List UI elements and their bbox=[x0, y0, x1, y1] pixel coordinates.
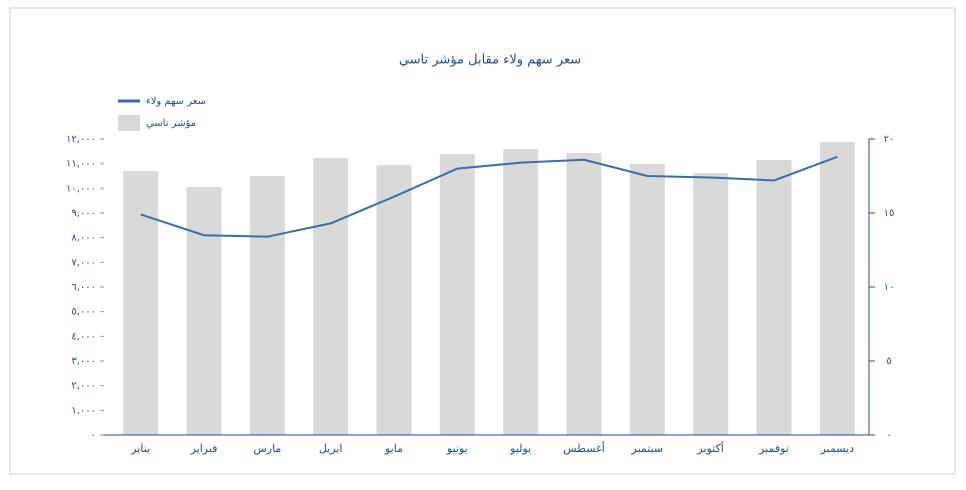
y-tick-label: ٨,٠٠٠ bbox=[71, 233, 96, 244]
x-tick-label: يناير bbox=[130, 442, 150, 455]
y2-tick-label: ١٠ bbox=[884, 282, 895, 293]
x-tick-label: نوفمبر bbox=[758, 442, 789, 455]
x-tick-label: مارس bbox=[253, 442, 281, 455]
legend-label: مؤشر تاسي bbox=[146, 118, 196, 129]
x-tick-label: فبراير bbox=[190, 442, 218, 455]
bar bbox=[819, 141, 855, 435]
bar bbox=[693, 173, 729, 436]
bar bbox=[186, 187, 222, 435]
x-tick-label: ابريل bbox=[319, 442, 343, 455]
y-tick-label: ٢,٠٠٠ bbox=[71, 381, 96, 392]
chart-title: سعر سهم ولاء مقابل مؤشر تاسي bbox=[399, 53, 581, 68]
bar bbox=[503, 149, 539, 435]
bar bbox=[249, 176, 285, 435]
legend-swatch bbox=[118, 115, 140, 131]
y2-tick-label: ١٥ bbox=[884, 208, 895, 219]
y-tick-label: ٦,٠٠٠ bbox=[71, 282, 96, 293]
x-tick-label: ديسمبر bbox=[820, 442, 855, 455]
bar bbox=[313, 157, 349, 435]
x-tick-label: يوليو bbox=[509, 442, 531, 455]
y-tick-label: ١٢,٠٠٠ bbox=[66, 134, 96, 145]
x-tick-label: يونيو bbox=[446, 442, 468, 455]
y-tick-label: ١,٠٠٠ bbox=[71, 405, 96, 416]
x-tick-label: أغسطس bbox=[563, 441, 605, 455]
frame bbox=[9, 7, 956, 475]
bar bbox=[376, 164, 412, 435]
y-tick-label: ١٠,٠٠٠ bbox=[66, 183, 96, 194]
legend-label: سعر سهم ولاء bbox=[146, 96, 206, 107]
x-tick-label: سبتمبر bbox=[631, 442, 664, 455]
y2-tick-label: ٥ bbox=[886, 356, 891, 367]
bar bbox=[439, 154, 475, 435]
y-tick-label: ٣,٠٠٠ bbox=[71, 356, 96, 367]
bar bbox=[756, 159, 792, 435]
bar bbox=[566, 153, 602, 435]
y-tick-label: ٩,٠٠٠ bbox=[71, 208, 96, 219]
y2-tick-label: ٠ bbox=[886, 430, 891, 441]
y-tick-label: ٠ bbox=[91, 430, 96, 441]
x-tick-label: مايو bbox=[384, 442, 403, 455]
y-tick-label: ٥,٠٠٠ bbox=[71, 307, 96, 318]
x-tick-label: أكتوبر bbox=[696, 441, 723, 455]
bar bbox=[629, 163, 665, 435]
y-tick-label: ٤,٠٠٠ bbox=[71, 331, 96, 342]
y-tick-label: ٧,٠٠٠ bbox=[71, 257, 96, 268]
y-tick-label: ١١,٠٠٠ bbox=[66, 159, 96, 170]
bar bbox=[123, 171, 159, 436]
line bbox=[140, 155, 838, 238]
y2-tick-label: ٢٠ bbox=[884, 134, 895, 145]
